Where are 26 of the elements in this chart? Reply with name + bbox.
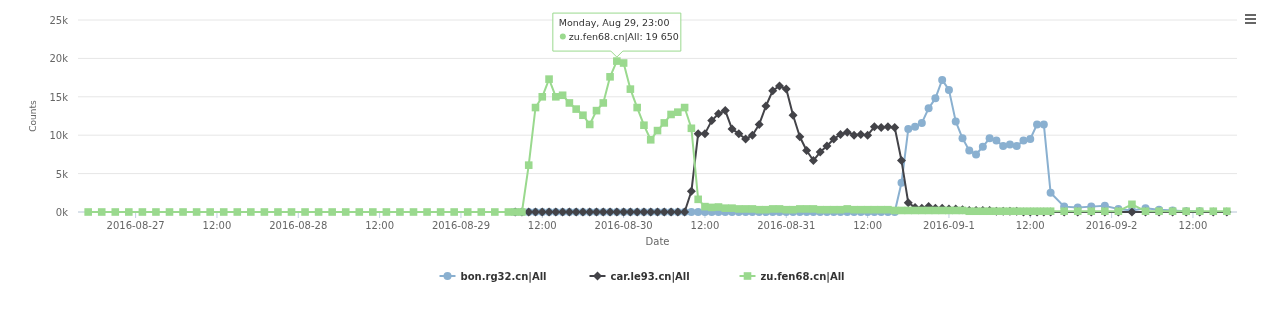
y-tick-label: 5k <box>55 168 69 180</box>
y-tick-label: 0k <box>55 207 69 218</box>
y-tick-label: 10k <box>49 130 69 142</box>
x-tick-label: 12:00 <box>853 220 883 231</box>
x-axis-title: Date <box>645 236 670 247</box>
y-tick-label: 20k <box>49 53 69 65</box>
x-tick-label: 12:00 <box>202 220 232 231</box>
x-tick-label: 2016-08-29 <box>431 220 491 231</box>
annotation: Monday, Aug 29, 23:00 zu.fen68.cn|All: 19 650 <box>558 17 679 43</box>
legend-label: bon.rg32.cn|All <box>460 271 547 283</box>
x-tick-label: 2016-08-27 <box>106 220 165 231</box>
x-tick-label: 2016-09-2 <box>1085 220 1138 231</box>
x-tick-label: 12:00 <box>690 220 720 231</box>
legend-label: car.le93.cn|All <box>610 271 690 283</box>
y-tick-label: 15k <box>49 91 69 103</box>
y-tick-label: 25k <box>49 15 69 26</box>
x-tick-label: 12:00 <box>527 220 557 231</box>
x-tick-label: 2016-08-28 <box>269 220 328 231</box>
y-axis-title: Counts <box>28 99 38 132</box>
x-tick-label: 12:00 <box>365 220 395 231</box>
x-tick-label: 2016-08-30 <box>594 220 653 231</box>
x-tick-label: 12:00 <box>1178 220 1208 231</box>
legend-label: zu.fen68.cn|All <box>760 271 845 283</box>
x-tick-label: 2016-08-31 <box>757 220 816 231</box>
x-tick-label: 12:00 <box>1015 220 1045 231</box>
x-tick-label: 2016-09-1 <box>923 220 975 231</box>
